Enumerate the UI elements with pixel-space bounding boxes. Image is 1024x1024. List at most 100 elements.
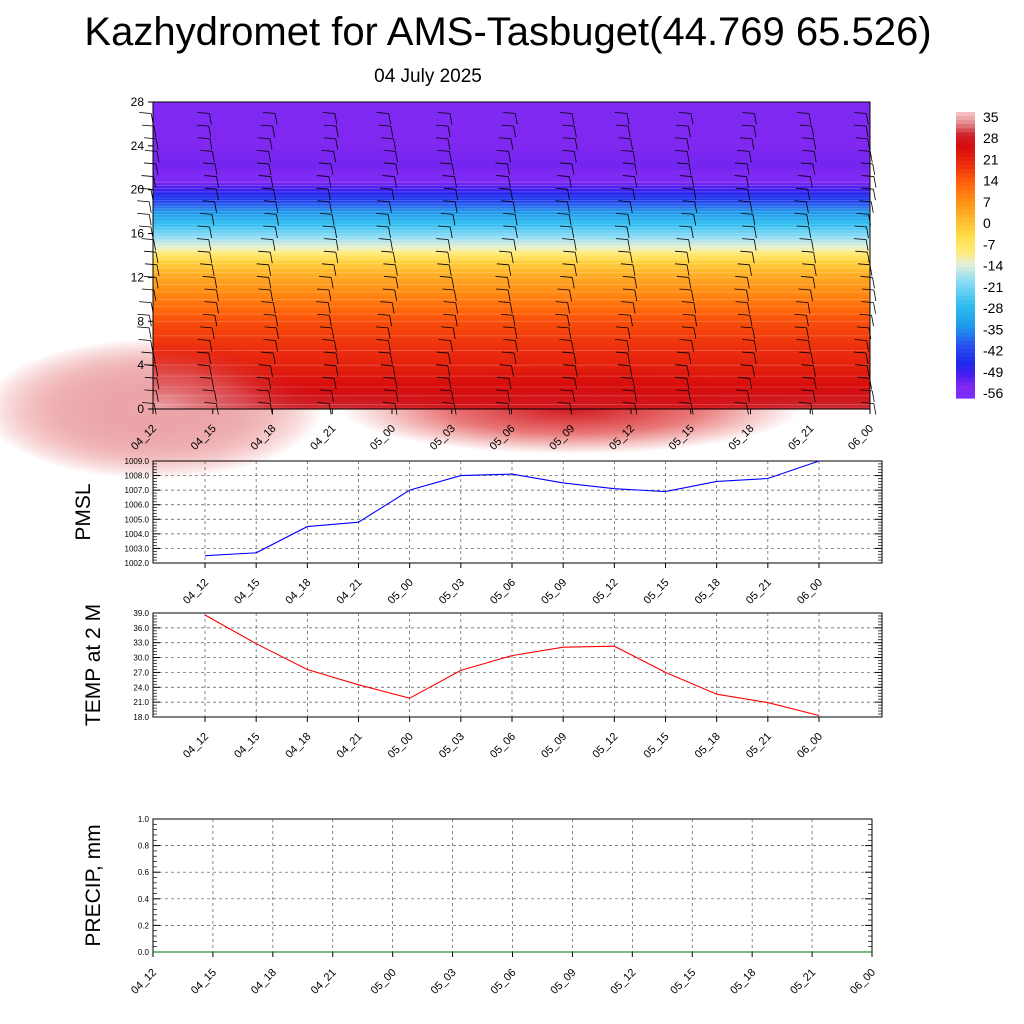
wind-barb (214, 390, 217, 402)
colorbar-segment (956, 222, 975, 227)
x-tick-label: 05_03 (437, 577, 467, 607)
wind-barb-flag (383, 276, 396, 278)
wind-barb (334, 226, 338, 239)
colorbar-segment (956, 246, 975, 252)
wind-barb (334, 340, 337, 352)
colorbar-label: -28 (983, 300, 1003, 316)
wind-barb (749, 201, 753, 213)
colorbar-segment (956, 177, 975, 183)
x-tick-label: 05_09 (548, 967, 578, 997)
wind-barb (153, 126, 157, 138)
x-tick-label: 05_09 (539, 577, 569, 607)
wind-barb-flag (379, 187, 392, 190)
y-tick-label: 1009.0 (125, 457, 150, 466)
wind-barb-flag (503, 212, 516, 215)
wind-barb (866, 340, 870, 352)
x-tick-label: 05_00 (386, 577, 416, 607)
heat-band (153, 132, 870, 136)
wind-barb (693, 189, 697, 201)
wind-barb (567, 201, 570, 213)
heat-band (153, 224, 870, 228)
wind-barb-flag (376, 225, 389, 228)
wind-barb-flag (378, 238, 391, 241)
heat-band (153, 347, 870, 351)
wind-barb (813, 252, 816, 264)
wind-barb (155, 252, 159, 264)
heat-band (153, 163, 870, 167)
wind-barb (507, 390, 510, 402)
wind-barb (753, 239, 757, 251)
wind-barb (691, 289, 694, 302)
wind-barb (155, 163, 159, 176)
y-tick-label: 30.0 (133, 654, 149, 663)
colorbar-segment (956, 201, 975, 207)
wind-barb-flag (496, 263, 509, 266)
wind-barb-flag (740, 212, 753, 215)
wind-barb-flag (200, 263, 213, 266)
wind-barb (867, 138, 871, 150)
wind-barb (276, 327, 279, 339)
wind-barb-flag (861, 402, 874, 404)
wind-barb-flag (561, 351, 575, 354)
wind-barb-flag (856, 212, 869, 215)
colorbar-segment (956, 373, 975, 379)
wind-barb (209, 138, 213, 150)
wind-barb-flag (615, 351, 628, 354)
wind-barb (507, 176, 511, 188)
wind-barb-flag (615, 212, 628, 215)
x-tick-label: 05_15 (642, 577, 672, 607)
heat-band (153, 128, 870, 132)
wind-barb-flag (499, 250, 512, 253)
wind-barb-flag (855, 364, 868, 367)
heat-band (153, 349, 870, 353)
x-tick-label: 05_00 (369, 967, 399, 997)
wind-barb-flag (677, 162, 690, 165)
wind-barb (216, 302, 219, 314)
wind-barb (691, 176, 695, 188)
x-tick-label: 05_03 (429, 967, 459, 997)
wind-barb-flag (196, 238, 209, 241)
wind-barb-flag (199, 212, 212, 215)
wind-barb-flag (734, 288, 747, 291)
wind-barb (272, 302, 276, 314)
wind-barb (510, 189, 513, 201)
heat-band (153, 202, 870, 206)
y-tick-label: 1003.0 (125, 544, 150, 553)
wind-barb-flag (376, 212, 389, 215)
wind-barb (686, 151, 690, 163)
wind-barb (749, 264, 752, 276)
colorbar-label: -56 (983, 385, 1003, 401)
wind-barb (626, 226, 630, 239)
heat-band (153, 185, 870, 189)
wind-barb-flag (798, 175, 811, 177)
heat-band (153, 248, 870, 252)
wind-barb (269, 138, 273, 150)
heat-band (153, 303, 870, 307)
wind-barb (268, 378, 272, 390)
wind-barb-flag (381, 137, 394, 140)
colorbar-segment (956, 275, 975, 281)
wind-barb (454, 176, 457, 188)
colorbar-segment (956, 316, 975, 321)
colorbar-segment (956, 324, 975, 330)
heat-band (153, 351, 870, 355)
y-tick-label: 18.0 (133, 713, 149, 722)
wind-barb-flag (496, 376, 509, 379)
wind-barb-flag (204, 187, 217, 190)
heat-band (153, 137, 870, 140)
heat-band (153, 240, 870, 243)
wind-barb-flag (322, 339, 335, 341)
colorbar-segment (956, 136, 975, 142)
wind-barb (871, 390, 875, 402)
colorbar-segment (956, 389, 975, 395)
heat-band (153, 126, 870, 129)
wind-barb-flag (197, 112, 210, 114)
wind-barb-flag (495, 389, 508, 392)
wind-barb (626, 340, 630, 352)
wind-barb (567, 302, 571, 314)
heat-band (153, 106, 870, 110)
x-tick-label: 05_18 (728, 967, 758, 997)
wind-barb-flag (317, 200, 330, 203)
wind-barb (391, 189, 395, 201)
